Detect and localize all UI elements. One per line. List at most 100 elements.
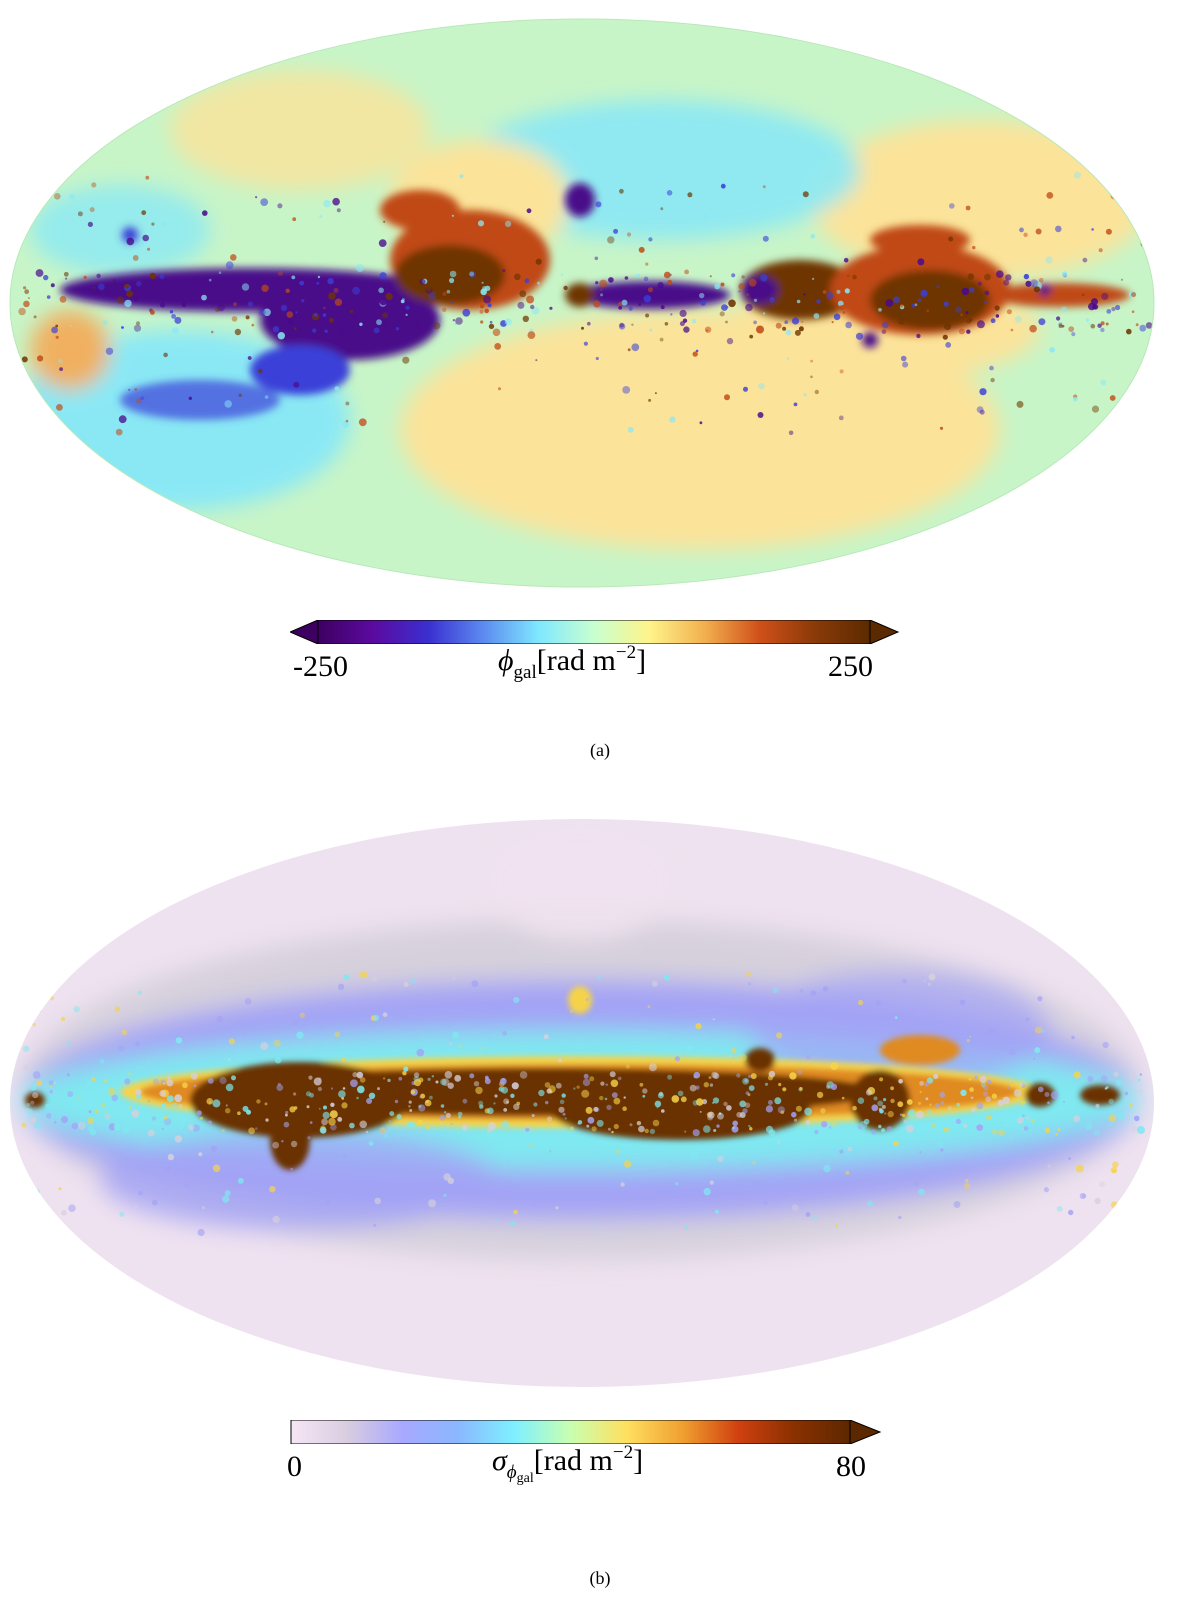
noise-speck	[576, 1085, 580, 1089]
noise-speck	[890, 1086, 894, 1091]
noise-speck	[66, 1041, 72, 1047]
noise-speck	[961, 287, 970, 296]
noise-speck	[50, 1085, 53, 1088]
noise-speck	[919, 1081, 925, 1086]
noise-speck	[244, 998, 252, 1005]
noise-speck	[34, 1216, 42, 1223]
noise-speck	[830, 1083, 838, 1090]
noise-speck	[663, 271, 671, 279]
noise-speck	[372, 1014, 380, 1022]
noise-speck	[77, 211, 83, 217]
noise-speck	[712, 1101, 715, 1104]
noise-speck	[228, 1058, 231, 1061]
noise-speck	[413, 1072, 420, 1078]
noise-speck	[649, 328, 653, 332]
noise-speck	[837, 300, 844, 307]
noise-speck	[1109, 395, 1116, 401]
noise-speck	[452, 976, 456, 981]
noise-speck	[545, 1100, 549, 1105]
noise-speck	[619, 188, 624, 194]
noise-speck	[330, 1123, 337, 1131]
noise-speck	[225, 1108, 231, 1114]
noise-speck	[765, 1105, 774, 1113]
noise-speck	[960, 313, 963, 317]
noise-speck	[104, 1108, 107, 1112]
noise-speck	[417, 286, 424, 292]
noise-speck	[1091, 228, 1094, 231]
noise-speck	[806, 1054, 811, 1060]
noise-speck	[1071, 332, 1076, 337]
noise-speck	[1034, 1026, 1042, 1034]
noise-speck	[608, 277, 614, 283]
noise-speck	[215, 307, 220, 312]
noise-speck	[449, 1041, 453, 1045]
noise-speck	[283, 1121, 290, 1128]
noise-speck	[447, 1082, 454, 1089]
noise-speck	[174, 1135, 183, 1143]
noise-speck	[455, 317, 463, 325]
noise-speck	[173, 288, 176, 291]
noise-speck	[948, 236, 954, 242]
noise-speck	[597, 975, 602, 979]
noise-speck	[349, 309, 354, 314]
noise-speck	[296, 1031, 304, 1039]
noise-speck	[845, 321, 852, 329]
noise-speck	[230, 254, 237, 261]
noise-speck	[884, 1112, 887, 1115]
noise-speck	[1047, 1164, 1051, 1168]
noise-speck	[775, 322, 782, 329]
noise-speck	[237, 1177, 244, 1184]
noise-speck	[87, 221, 93, 227]
noise-speck	[795, 1105, 802, 1112]
noise-speck	[613, 1123, 619, 1130]
sky-map-faraday-uncertainty	[10, 819, 1154, 1387]
noise-speck	[689, 1152, 698, 1161]
noise-speck	[750, 294, 756, 299]
noise-speck	[293, 381, 300, 388]
noise-speck	[1050, 1091, 1059, 1100]
noise-speck	[1094, 1197, 1101, 1205]
noise-speck	[272, 1215, 280, 1223]
noise-speck	[887, 1110, 894, 1118]
large-scale-structure	[10, 70, 1150, 550]
noise-speck	[427, 1077, 431, 1081]
noise-speck	[1030, 1119, 1035, 1123]
noise-speck	[1139, 1073, 1143, 1076]
noise-speck	[936, 284, 940, 289]
noise-speck	[503, 1098, 510, 1105]
noise-speck	[498, 387, 501, 391]
noise-speck	[875, 1000, 882, 1006]
noise-speck	[805, 1212, 811, 1217]
noise-speck	[674, 1056, 681, 1062]
noise-speck	[350, 1079, 358, 1088]
noise-speck	[45, 1103, 50, 1108]
noise-speck	[979, 1076, 987, 1083]
noise-speck	[329, 318, 334, 323]
noise-speck	[649, 1128, 656, 1135]
noise-speck	[847, 1146, 853, 1152]
noise-speck	[1073, 1071, 1081, 1079]
noise-speck	[729, 1055, 732, 1058]
noise-speck	[290, 1140, 298, 1148]
noise-speck	[555, 1082, 562, 1089]
noise-speck	[627, 348, 631, 352]
noise-speck	[716, 1124, 720, 1128]
noise-speck	[907, 1109, 916, 1118]
noise-speck	[93, 286, 96, 289]
noise-speck	[299, 280, 305, 286]
noise-speck	[991, 1093, 998, 1099]
noise-speck	[969, 1087, 974, 1092]
noise-speck	[202, 210, 208, 216]
noise-speck	[654, 1100, 662, 1108]
noise-speck	[532, 1203, 536, 1207]
noise-speck	[1079, 1192, 1086, 1200]
noise-speck	[990, 318, 996, 324]
noise-speck	[447, 1177, 455, 1185]
noise-speck	[741, 275, 745, 279]
noise-speck	[822, 290, 827, 294]
noise-speck	[389, 1111, 395, 1117]
noise-speck	[537, 281, 540, 285]
noise-speck	[1035, 228, 1042, 235]
noise-speck	[664, 322, 669, 326]
noise-speck	[134, 1205, 137, 1208]
